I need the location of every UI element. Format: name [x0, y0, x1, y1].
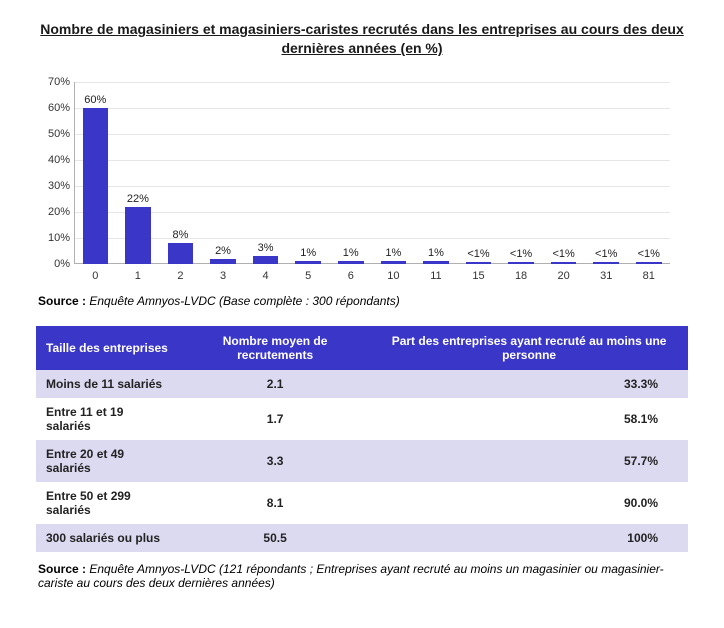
chart-xtick: 1	[117, 266, 160, 286]
bar-value-label: <1%	[510, 248, 532, 260]
chart-ytick: 60%	[30, 102, 70, 114]
bar-value-label: 2%	[215, 245, 231, 257]
bar-value-label: 1%	[428, 247, 444, 259]
chart-xtick: 81	[628, 266, 671, 286]
chart-ytick: 50%	[30, 128, 70, 140]
bar	[466, 262, 492, 263]
chart-ytick: 30%	[30, 180, 70, 192]
bar-value-label: 1%	[300, 247, 316, 259]
bar-slot: <1%	[500, 82, 543, 264]
chart-xtick: 11	[415, 266, 458, 286]
bar	[593, 262, 619, 263]
table-cell: 3.3	[180, 440, 370, 482]
chart-xtick: 2	[159, 266, 202, 286]
table-cell: 50.5	[180, 524, 370, 552]
bar-slot: 1%	[287, 82, 330, 264]
source-label: Source :	[38, 294, 86, 308]
table-header-cell: Part des entreprises ayant recruté au mo…	[370, 326, 688, 370]
bar-value-label: <1%	[467, 248, 489, 260]
table-cell: 8.1	[180, 482, 370, 524]
bar-value-label: 60%	[84, 94, 106, 106]
bar-slot: 60%	[74, 82, 117, 264]
bar-slot: 22%	[117, 82, 160, 264]
bar-slot: 1%	[415, 82, 458, 264]
bar-slot: <1%	[585, 82, 628, 264]
table-row: 300 salariés ou plus50.5100%	[36, 524, 688, 552]
table-row: Entre 20 et 49 salariés3.357.7%	[36, 440, 688, 482]
bar-slot: <1%	[628, 82, 671, 264]
table-cell: 2.1	[180, 370, 370, 398]
table-source: Source : Enquête Amnyos-LVDC (121 répond…	[38, 562, 678, 590]
table-cell: Entre 11 et 19 salariés	[36, 398, 180, 440]
chart-xtick: 5	[287, 266, 330, 286]
chart-xtick: 4	[244, 266, 287, 286]
table-cell: 300 salariés ou plus	[36, 524, 180, 552]
bar-chart: 0% 10% 20% 30% 40% 50% 60% 70% 60% 22% 8% 2% 3% 1% 1%…	[30, 76, 670, 286]
table-cell: Entre 50 et 299 salariés	[36, 482, 180, 524]
chart-xtick: 6	[329, 266, 372, 286]
table-cell: 58.1%	[370, 398, 688, 440]
source-text: Enquête Amnyos-LVDC (Base complète : 300…	[89, 294, 399, 308]
chart-ytick: 20%	[30, 206, 70, 218]
table-cell: Entre 20 et 49 salariés	[36, 440, 180, 482]
chart-ytick: 0%	[30, 258, 70, 270]
table-row: Entre 11 et 19 salariés1.758.1%	[36, 398, 688, 440]
chart-xtick: 18	[500, 266, 543, 286]
chart-xtick: 31	[585, 266, 628, 286]
chart-ytick: 10%	[30, 232, 70, 244]
bar	[381, 261, 407, 264]
table-header-cell: Nombre moyen de recrutements	[180, 326, 370, 370]
bar-value-label: 3%	[258, 242, 274, 254]
bar-value-label: 22%	[127, 193, 149, 205]
chart-xtick: 20	[542, 266, 585, 286]
bar	[423, 261, 449, 264]
chart-source: Source : Enquête Amnyos-LVDC (Base compl…	[38, 294, 694, 308]
bar	[295, 261, 321, 264]
bar	[83, 108, 109, 264]
bar-slot: 1%	[372, 82, 415, 264]
table-row: Entre 50 et 299 salariés8.190.0%	[36, 482, 688, 524]
bar-value-label: <1%	[552, 248, 574, 260]
source-text: Enquête Amnyos-LVDC (121 répondants ; En…	[38, 562, 664, 590]
bar-slot: <1%	[542, 82, 585, 264]
bar	[253, 256, 279, 264]
table-row: Moins de 11 salariés2.133.3%	[36, 370, 688, 398]
chart-xtick: 3	[202, 266, 245, 286]
bar	[551, 262, 577, 263]
table-cell: 90.0%	[370, 482, 688, 524]
bar	[338, 261, 364, 264]
bar-value-label: <1%	[638, 248, 660, 260]
bar	[210, 259, 236, 264]
chart-ytick: 70%	[30, 76, 70, 88]
bar-value-label: 8%	[172, 229, 188, 241]
bar-value-label: 1%	[343, 247, 359, 259]
chart-xtick: 0	[74, 266, 117, 286]
chart-ytick: 40%	[30, 154, 70, 166]
bar-slot: 8%	[159, 82, 202, 264]
table-header-cell: Taille des entreprises	[36, 326, 180, 370]
bar-slot: 1%	[329, 82, 372, 264]
page-title: Nombre de magasiniers et magasiniers-car…	[30, 20, 694, 58]
bar-slot: 3%	[244, 82, 287, 264]
table-cell: 100%	[370, 524, 688, 552]
chart-xtick: 10	[372, 266, 415, 286]
bar	[508, 262, 534, 263]
bar	[636, 262, 662, 263]
table-cell: 1.7	[180, 398, 370, 440]
bar-slot: <1%	[457, 82, 500, 264]
table-cell: 57.7%	[370, 440, 688, 482]
bar-slot: 2%	[202, 82, 245, 264]
table-cell: 33.3%	[370, 370, 688, 398]
bar-value-label: 1%	[385, 247, 401, 259]
source-label: Source :	[38, 562, 86, 576]
bar	[125, 207, 151, 264]
bar	[168, 243, 194, 264]
table-cell: Moins de 11 salariés	[36, 370, 180, 398]
company-size-table: Taille des entreprisesNombre moyen de re…	[36, 326, 688, 552]
bar-value-label: <1%	[595, 248, 617, 260]
chart-xtick: 15	[457, 266, 500, 286]
